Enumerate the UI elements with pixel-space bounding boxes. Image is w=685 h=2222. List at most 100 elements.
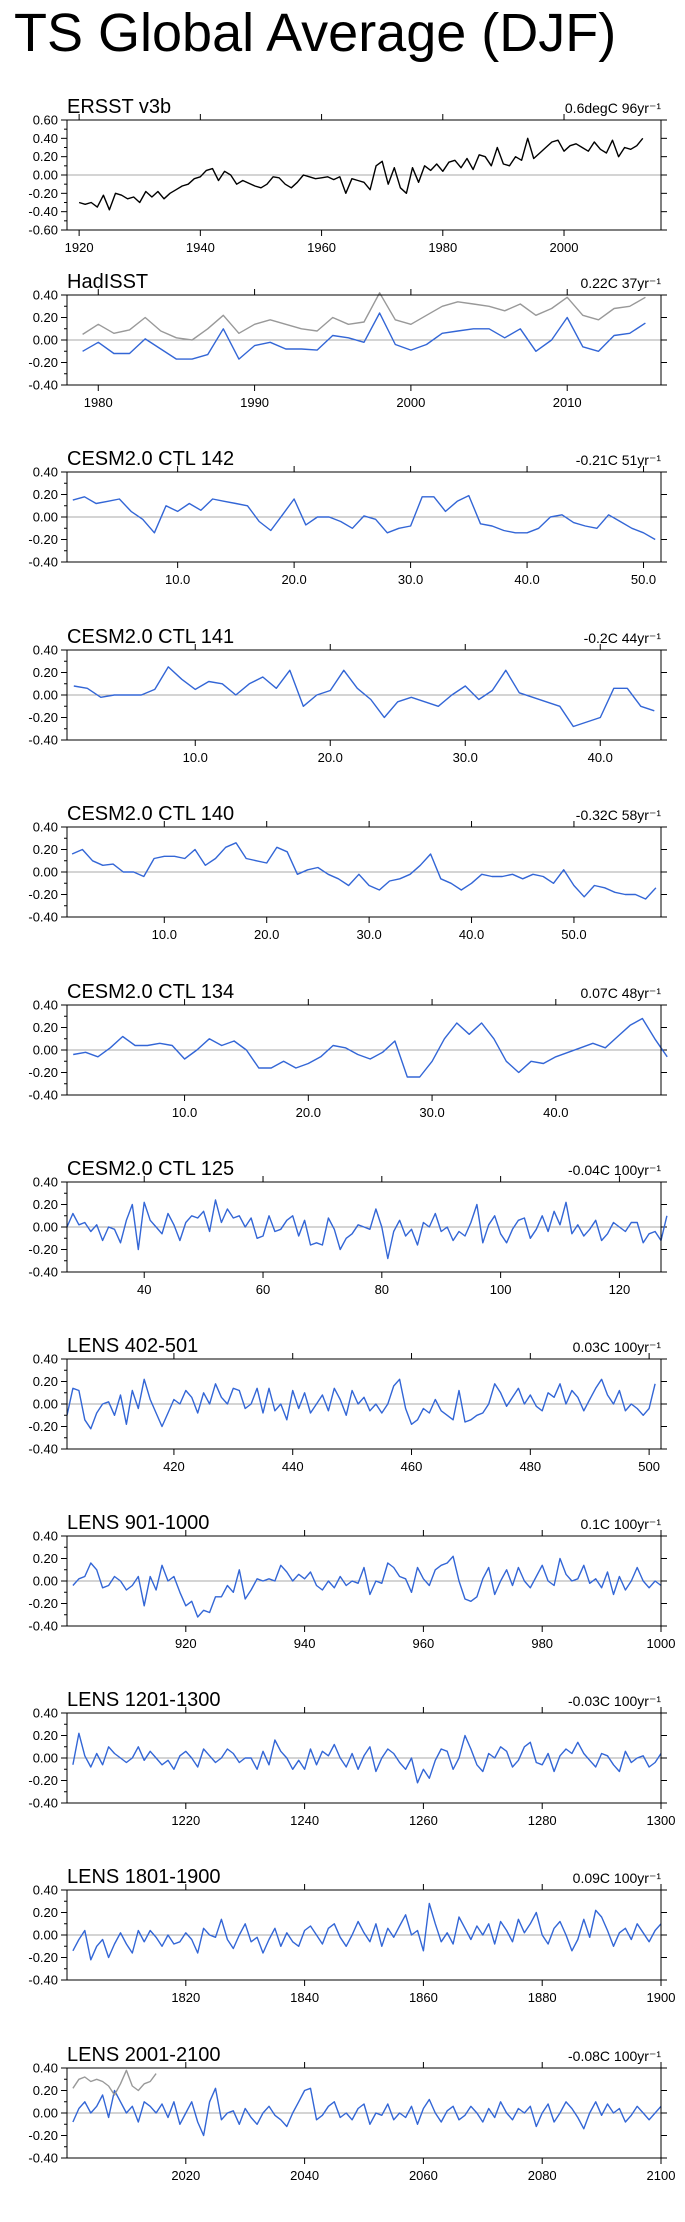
series-line-1 [72, 494, 656, 541]
series-line-1 [82, 292, 646, 341]
x-tick-label: 2040 [290, 2168, 319, 2183]
x-tick-label: 1000 [647, 1636, 676, 1651]
y-tick-label: 0.40 [33, 1529, 58, 1544]
panel-title: LENS 1201-1300 [67, 1689, 220, 1711]
plot-frame [66, 1181, 662, 1273]
y-tick-label: 0.40 [33, 643, 58, 658]
plot-frame [66, 1535, 662, 1627]
x-tick-label: 420 [163, 1459, 185, 1474]
x-tick-label: 2000 [396, 395, 425, 410]
y-tick-label: 0.20 [33, 1728, 58, 1743]
y-tick-label: 0.20 [33, 2083, 58, 2098]
x-tick-label: 40 [137, 1282, 151, 1297]
y-tick-label: -0.20 [28, 532, 58, 547]
y-tick-label: 0.00 [33, 1397, 58, 1412]
x-tick-label: 2000 [550, 240, 579, 255]
panel-title: LENS 901-1000 [67, 1512, 209, 1534]
plot-frame [66, 471, 662, 563]
plot-frame [66, 826, 662, 918]
x-tick-label: 2020 [171, 2168, 200, 2183]
y-tick-label: -0.40 [28, 910, 58, 925]
trend-label: -0.21C 51yr⁻¹ [576, 452, 662, 468]
x-tick-label: 500 [638, 1459, 660, 1474]
chart-panel-5: CESM2.0 CTL 140 -0.32C 58yr⁻¹ 0.40 0.20 0.00… [28, 803, 667, 942]
y-tick-label: -0.40 [28, 1265, 58, 1280]
chart-panel-3: CESM2.0 CTL 142 -0.21C 51yr⁻¹ 0.40 0.20 0.00… [28, 448, 667, 587]
trend-label: 0.07C 48yr⁻¹ [580, 985, 661, 1001]
x-tick-label: 10.0 [165, 572, 190, 587]
trend-label: 0.6degC 96yr⁻¹ [565, 100, 661, 116]
y-tick-label: 0.40 [33, 131, 58, 146]
y-tick-label: -0.20 [28, 186, 58, 201]
y-tick-label: -0.40 [28, 378, 58, 393]
y-tick-label: 0.00 [33, 333, 58, 348]
series-line-2 [72, 2069, 157, 2096]
x-tick-label: 1920 [65, 240, 94, 255]
x-tick-label: 40.0 [543, 1105, 568, 1120]
x-tick-label: 1260 [409, 1813, 438, 1828]
panel-title: CESM2.0 CTL 125 [67, 1158, 234, 1180]
x-tick-label: 480 [519, 1459, 541, 1474]
x-tick-label: 30.0 [453, 750, 478, 765]
panel-title: HadISST [67, 271, 148, 293]
y-tick-label: 0.40 [33, 820, 58, 835]
y-tick-label: 0.00 [33, 2106, 58, 2121]
y-tick-label: 0.20 [33, 1551, 58, 1566]
trend-label: 0.03C 100yr⁻¹ [573, 1339, 662, 1355]
x-tick-label: 1960 [307, 240, 336, 255]
x-tick-label: 1820 [171, 1990, 200, 2005]
plot-frame [66, 119, 662, 231]
trend-label: 0.09C 100yr⁻¹ [573, 1870, 662, 1886]
plot-frame [66, 1004, 662, 1096]
series-line-1 [72, 1732, 662, 1784]
y-tick-label: -0.20 [28, 1419, 58, 1434]
y-tick-label: -0.20 [28, 887, 58, 902]
x-tick-label: 20.0 [254, 927, 279, 942]
y-tick-label: -0.20 [28, 1950, 58, 1965]
y-tick-label: -0.20 [28, 355, 58, 370]
plot-frame [66, 294, 662, 386]
y-tick-label: 0.00 [33, 688, 58, 703]
y-tick-label: -0.40 [28, 1973, 58, 1988]
chart-panel-7: CESM2.0 CTL 125 -0.04C 100yr⁻¹ 0.40 0.20 0.0… [28, 1158, 668, 1297]
panel-title: CESM2.0 CTL 142 [67, 448, 234, 470]
x-tick-label: 1880 [528, 1990, 557, 2005]
y-tick-label: 0.40 [33, 465, 58, 480]
y-tick-label: -0.40 [28, 1796, 58, 1811]
x-tick-label: 10.0 [172, 1105, 197, 1120]
x-tick-label: 20.0 [296, 1105, 321, 1120]
y-tick-label: 0.00 [33, 168, 58, 183]
x-tick-label: 10.0 [183, 750, 208, 765]
trend-label: 0.22C 37yr⁻¹ [580, 275, 661, 291]
trend-label: -0.32C 58yr⁻¹ [576, 807, 662, 823]
y-tick-label: 0.20 [33, 665, 58, 680]
x-tick-label: 920 [175, 1636, 197, 1651]
x-tick-label: 940 [294, 1636, 316, 1651]
y-tick-label: -0.60 [28, 223, 58, 238]
series-line-1 [66, 1378, 656, 1430]
plot-frame [66, 1712, 662, 1804]
y-tick-label: 0.20 [33, 1020, 58, 1035]
series-line-1 [73, 1017, 668, 1078]
y-tick-label: 0.20 [33, 1905, 58, 1920]
x-tick-label: 30.0 [398, 572, 423, 587]
y-tick-label: 0.00 [33, 1043, 58, 1058]
x-tick-label: 1300 [647, 1813, 676, 1828]
x-tick-label: 1280 [528, 1813, 557, 1828]
x-tick-label: 460 [401, 1459, 423, 1474]
series-line-1 [72, 1555, 662, 1618]
x-tick-label: 980 [531, 1636, 553, 1651]
y-tick-label: -0.40 [28, 2151, 58, 2166]
x-tick-label: 30.0 [356, 927, 381, 942]
y-tick-label: -0.20 [28, 1065, 58, 1080]
x-tick-label: 40.0 [588, 750, 613, 765]
x-tick-label: 20.0 [281, 572, 306, 587]
x-tick-label: 1860 [409, 1990, 438, 2005]
x-tick-label: 1840 [290, 1990, 319, 2005]
x-tick-label: 1940 [186, 240, 215, 255]
y-tick-label: 0.00 [33, 1928, 58, 1943]
chart-panel-4: CESM2.0 CTL 141 -0.2C 44yr⁻¹ 0.40 0.20 0.00 -… [28, 626, 667, 765]
panel-title: LENS 402-501 [67, 1335, 198, 1357]
